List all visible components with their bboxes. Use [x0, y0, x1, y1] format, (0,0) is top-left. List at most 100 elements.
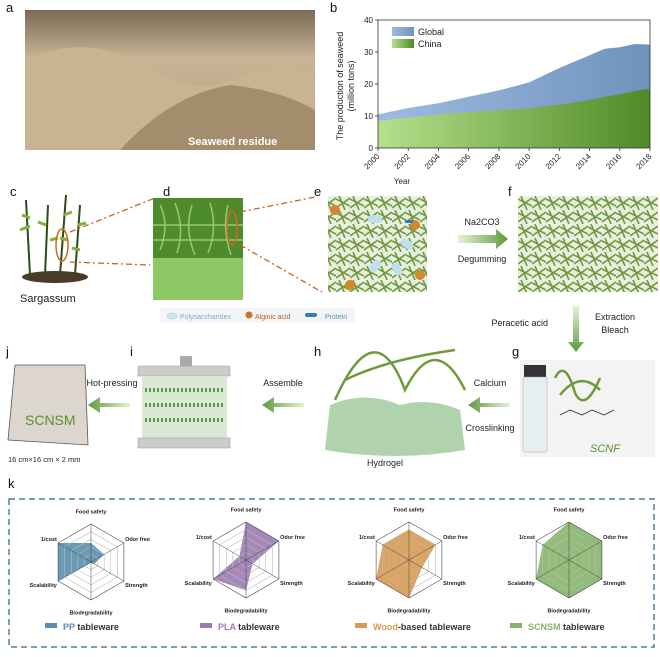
polysaccharide-icon — [166, 312, 178, 320]
radar-axis-label: Biodegradability — [387, 608, 431, 614]
clean-fiber-network — [518, 196, 658, 292]
seaweed-residue-photo — [25, 10, 315, 151]
radar-axis-label: Strength — [280, 581, 303, 587]
reagent-calcium: Calcium — [474, 378, 507, 388]
area-series-china — [378, 88, 650, 148]
step-hot-pressing: Hot-pressing — [86, 378, 137, 388]
step-extraction: Extraction — [595, 312, 635, 322]
protein-icon — [305, 313, 317, 317]
radar-axis — [535, 559, 570, 580]
radar-axis — [568, 559, 603, 580]
radar-axis — [245, 540, 280, 561]
step-bleach: Bleach — [601, 325, 629, 335]
radar-axis — [408, 540, 443, 561]
x-tick-label: 2018 — [634, 152, 653, 171]
radar-axis-label: Odor free — [280, 535, 305, 541]
radar-axis-label: 1/cost — [196, 535, 212, 541]
radar-chart-wood: Food safety Odor free Strength Biodegradabi… — [348, 508, 468, 615]
scnf-label: SCNF — [590, 443, 621, 455]
sargassum-caption: Sargassum — [20, 293, 76, 305]
panel-label-h: h — [314, 344, 321, 359]
radar-axis-label: Odor free — [443, 535, 468, 541]
legend-swatch-china — [392, 39, 414, 48]
sargassum-plant-illustration — [19, 194, 88, 283]
radar-area — [376, 529, 436, 598]
radar-axis-label: Food safety — [554, 508, 586, 514]
radar-axis — [212, 559, 247, 580]
radar-axis-label: Food safety — [231, 508, 263, 514]
reagent-peracetic-acid: Peracetic acid — [491, 318, 548, 328]
radar-axis-label: Strength — [603, 581, 626, 587]
legend-label-pla: PLA tableware — [218, 622, 280, 632]
legend-label-global: Global — [418, 27, 444, 37]
x-tick-label: 2012 — [544, 152, 563, 171]
y-tick-label: 30 — [364, 48, 373, 57]
x-tick-label: 2000 — [362, 152, 381, 171]
panel-label-a: a — [6, 0, 14, 15]
panel-label-f: f — [508, 184, 512, 199]
x-axis-label: Year — [394, 177, 411, 186]
radar-axis-label: Scalability — [348, 581, 376, 587]
panel-label-d: d — [163, 184, 170, 199]
panel-label-k: k — [8, 476, 15, 491]
reagent-na2co3: Na2CO3 — [464, 217, 499, 227]
legend-swatch-wood — [355, 623, 367, 628]
scnsm-sheet-label: SCNSM — [25, 412, 76, 428]
x-tick-label: 2016 — [604, 152, 623, 171]
legend-swatch-scnsm — [510, 623, 522, 628]
radar-axis — [535, 540, 570, 561]
bleach-arrow — [568, 306, 584, 352]
radar-axis — [408, 559, 443, 580]
assemble-arrow — [262, 397, 304, 413]
y-tick-label: 10 — [364, 112, 373, 121]
radar-axis-label: Biodegradability — [69, 610, 113, 616]
radar-axis-label: 1/cost — [41, 537, 57, 543]
photo-caption: Seaweed residue — [188, 136, 277, 148]
radar-axis — [375, 540, 410, 561]
x-tick-label: 2014 — [574, 152, 593, 171]
radar-axis — [212, 540, 247, 561]
y-tick-label: 40 — [364, 16, 373, 25]
degumming-arrow — [458, 229, 508, 249]
radar-axis-label: Strength — [125, 583, 148, 589]
panel-label-c: c — [10, 184, 17, 199]
zoom-connector — [69, 197, 156, 266]
legend-polysaccharides: Polysaccharides — [180, 314, 231, 321]
legend-label-wood: Wood-based tableware — [373, 622, 471, 632]
scnsm-sheet — [7, 364, 89, 446]
comparison-box — [8, 498, 655, 648]
panel-label-j: j — [5, 344, 9, 359]
component-legend: Polysaccharides Alginic acid Protein — [160, 308, 355, 323]
radar-axis-label: Odor free — [125, 537, 150, 543]
radar-area — [58, 543, 105, 581]
step-assemble: Assemble — [263, 378, 303, 388]
hot-press-illustration — [137, 356, 231, 449]
radar-axis — [375, 559, 410, 580]
panel-label-e: e — [314, 184, 321, 199]
x-tick-label: 2002 — [393, 152, 412, 171]
scnf-vial-and-structure — [520, 360, 655, 457]
radar-charts: Food safety Odor free Strength Biodegradabi… — [30, 508, 628, 632]
step-degumming: Degumming — [458, 254, 507, 264]
radar-axis — [57, 561, 92, 582]
radar-axis-label: Food safety — [394, 508, 426, 514]
panel-label-b: b — [330, 0, 337, 15]
legend-protein: Protein — [325, 314, 347, 321]
radar-axis-label: Food safety — [76, 510, 108, 516]
crosslinking-arrow — [468, 397, 510, 413]
radar-axis — [57, 542, 92, 563]
hydrogel-illustration — [325, 348, 467, 456]
sheet-dimensions: 16 cm×16 cm × 2 mm — [8, 455, 81, 464]
x-tick-label: 2004 — [423, 152, 442, 171]
radar-axis-label: Scalability — [30, 583, 58, 589]
legend-label-china: China — [418, 39, 442, 49]
radar-axis-label: Scalability — [185, 581, 213, 587]
cell-wall-cube-illustration — [153, 198, 243, 300]
zoom-connector — [239, 196, 323, 293]
legend-swatch-pp — [45, 623, 57, 628]
production-chart: 0 10 20 30 40 2000 2002 2004 2006 2008 2010 2012 201… — [362, 16, 653, 171]
radar-axis-label: Strength — [443, 581, 466, 587]
legend-swatch-pla — [200, 623, 212, 628]
radar-axis-label: 1/cost — [359, 535, 375, 541]
